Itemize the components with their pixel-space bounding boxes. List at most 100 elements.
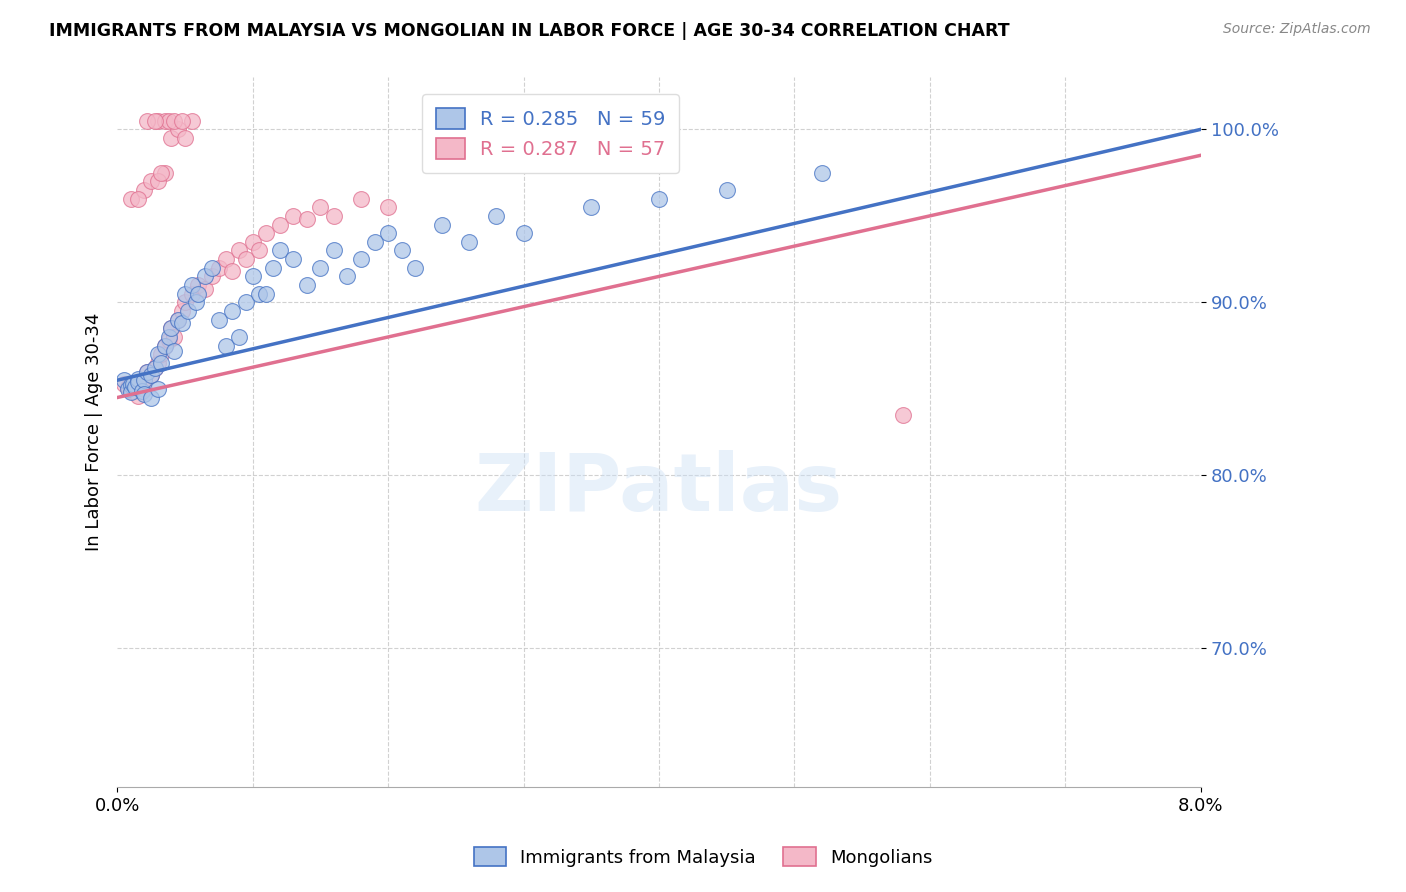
Point bbox=[269, 244, 291, 258]
Point bbox=[172, 304, 194, 318]
Point bbox=[167, 312, 190, 326]
Point bbox=[187, 286, 209, 301]
Point bbox=[153, 166, 176, 180]
Point bbox=[350, 252, 373, 266]
Point bbox=[269, 218, 291, 232]
Point bbox=[146, 356, 169, 370]
Point bbox=[153, 338, 176, 352]
Point bbox=[295, 278, 318, 293]
Point bbox=[117, 380, 139, 394]
Point bbox=[201, 269, 224, 284]
Point bbox=[120, 192, 142, 206]
Point bbox=[180, 278, 202, 293]
Point bbox=[309, 200, 332, 214]
Point bbox=[322, 244, 344, 258]
Point bbox=[485, 209, 508, 223]
Point bbox=[131, 375, 153, 389]
Point bbox=[228, 244, 250, 258]
Point bbox=[891, 408, 914, 422]
Point bbox=[458, 235, 481, 249]
Point bbox=[242, 269, 264, 284]
Text: IMMIGRANTS FROM MALAYSIA VS MONGOLIAN IN LABOR FORCE | AGE 30-34 CORRELATION CHA: IMMIGRANTS FROM MALAYSIA VS MONGOLIAN IN… bbox=[49, 22, 1010, 40]
Point bbox=[184, 295, 207, 310]
Point bbox=[134, 183, 156, 197]
Point bbox=[112, 376, 135, 391]
Point bbox=[242, 235, 264, 249]
Point bbox=[235, 252, 257, 266]
Point bbox=[214, 252, 236, 266]
Point bbox=[153, 338, 176, 352]
Point bbox=[136, 365, 159, 379]
Point bbox=[208, 312, 231, 326]
Point bbox=[146, 113, 169, 128]
Point bbox=[249, 286, 271, 301]
Point bbox=[120, 384, 142, 398]
Point bbox=[194, 281, 217, 295]
Point bbox=[581, 200, 603, 214]
Point bbox=[254, 286, 277, 301]
Point bbox=[512, 226, 534, 240]
Point bbox=[122, 378, 145, 392]
Point bbox=[201, 260, 224, 275]
Point bbox=[146, 347, 169, 361]
Point bbox=[249, 244, 271, 258]
Point bbox=[391, 244, 413, 258]
Point bbox=[139, 368, 162, 382]
Point bbox=[143, 361, 166, 376]
Point bbox=[377, 200, 399, 214]
Point bbox=[174, 286, 197, 301]
Point bbox=[350, 192, 373, 206]
Point bbox=[149, 166, 172, 180]
Point bbox=[122, 376, 145, 391]
Point bbox=[167, 122, 190, 136]
Point bbox=[127, 371, 149, 385]
Point bbox=[127, 192, 149, 206]
Point bbox=[648, 192, 671, 206]
Point bbox=[127, 389, 149, 403]
Point bbox=[117, 382, 139, 396]
Point bbox=[309, 260, 332, 275]
Point bbox=[120, 385, 142, 400]
Point bbox=[322, 209, 344, 223]
Text: Source: ZipAtlas.com: Source: ZipAtlas.com bbox=[1223, 22, 1371, 37]
Point bbox=[131, 384, 153, 398]
Point bbox=[716, 183, 738, 197]
Point bbox=[336, 269, 359, 284]
Point bbox=[262, 260, 284, 275]
Point bbox=[235, 295, 257, 310]
Point bbox=[214, 338, 236, 352]
Point bbox=[136, 113, 159, 128]
Point bbox=[228, 330, 250, 344]
Point bbox=[134, 373, 156, 387]
Point bbox=[377, 226, 399, 240]
Text: ZIPatlas: ZIPatlas bbox=[475, 450, 844, 528]
Point bbox=[139, 391, 162, 405]
Point bbox=[174, 131, 197, 145]
Point bbox=[157, 334, 180, 348]
Point bbox=[810, 166, 832, 180]
Point bbox=[163, 330, 186, 344]
Point bbox=[136, 365, 159, 379]
Point bbox=[295, 212, 318, 227]
Point bbox=[149, 347, 172, 361]
Point bbox=[127, 375, 149, 389]
Point bbox=[174, 295, 197, 310]
Point bbox=[172, 316, 194, 330]
Point bbox=[112, 373, 135, 387]
Point bbox=[163, 343, 186, 358]
Point bbox=[176, 304, 198, 318]
Y-axis label: In Labor Force | Age 30-34: In Labor Force | Age 30-34 bbox=[86, 313, 103, 551]
Point bbox=[167, 312, 190, 326]
Point bbox=[363, 235, 385, 249]
Point bbox=[283, 209, 305, 223]
Point bbox=[160, 321, 183, 335]
Point bbox=[146, 174, 169, 188]
Point bbox=[221, 264, 243, 278]
Point bbox=[172, 113, 194, 128]
Point bbox=[160, 131, 183, 145]
Point bbox=[120, 378, 142, 392]
Point bbox=[124, 380, 146, 394]
Point bbox=[432, 218, 454, 232]
Legend: R = 0.285   N = 59, R = 0.287   N = 57: R = 0.285 N = 59, R = 0.287 N = 57 bbox=[422, 95, 679, 173]
Point bbox=[187, 278, 209, 293]
